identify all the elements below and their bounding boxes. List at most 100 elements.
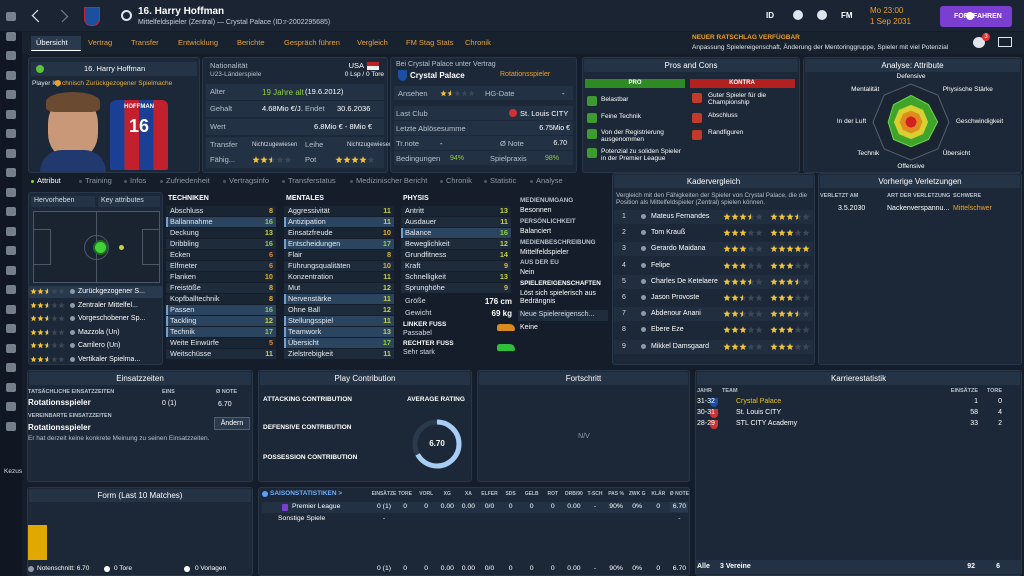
label: 7 xyxy=(622,310,626,318)
label: U23-Länderspiele xyxy=(210,71,262,78)
attribute-value: 17 xyxy=(382,338,391,347)
radar-axis-label: In der Luft xyxy=(836,118,867,125)
radar-axis-label: Mentalität xyxy=(851,86,880,94)
attribute-value: 12 xyxy=(382,305,391,314)
dropdown-label[interactable]: Neue Spielereigensch... xyxy=(520,311,595,318)
header-icon xyxy=(817,10,827,20)
tab[interactable]: Training xyxy=(85,176,112,185)
radar-axis-label: Übersicht xyxy=(942,149,971,157)
stars-filled xyxy=(30,301,48,309)
star xyxy=(770,310,778,318)
nav-item[interactable]: Entwicklung xyxy=(178,38,219,47)
nav-item[interactable]: Vergleich xyxy=(357,38,388,47)
star xyxy=(786,229,794,237)
label: KLÄR xyxy=(651,491,666,497)
continue-button[interactable] xyxy=(940,6,1012,27)
star xyxy=(343,156,351,163)
dropdown-label[interactable]: Hervorheben xyxy=(34,197,75,204)
tab-dot xyxy=(440,180,443,183)
label: 6.70 xyxy=(429,439,445,448)
nav-item[interactable]: Gespräch führen xyxy=(284,38,340,47)
label: 16 xyxy=(128,116,150,136)
player-icon xyxy=(641,311,646,317)
panel-title: Einsatzzeiten xyxy=(116,374,164,383)
header-icon xyxy=(793,10,803,20)
stars-filled xyxy=(723,278,751,286)
panel-header xyxy=(29,372,251,385)
star-rating xyxy=(723,261,763,270)
nav-item[interactable]: Vertrag xyxy=(88,38,113,47)
tab[interactable]: Statistic xyxy=(490,176,517,185)
star xyxy=(30,355,37,362)
tab[interactable]: Analyse xyxy=(536,176,563,185)
change-button[interactable] xyxy=(214,417,250,430)
nav-item[interactable]: Chronik xyxy=(465,38,491,47)
label: 4 xyxy=(998,409,1002,416)
panel-header xyxy=(584,59,798,72)
attribute-row xyxy=(284,272,394,282)
tab[interactable]: Infos xyxy=(130,176,147,185)
role-icon xyxy=(70,316,75,321)
label: Guter Spieler für die Championship xyxy=(708,92,767,107)
label: Tackling xyxy=(170,316,197,325)
squad-row xyxy=(614,210,813,224)
star-rating xyxy=(723,245,763,253)
label: TORE xyxy=(398,491,412,497)
label: 0/0 xyxy=(484,565,495,572)
tab[interactable]: Chronik xyxy=(446,176,472,185)
pro-icon xyxy=(587,113,597,123)
info-row xyxy=(394,106,573,120)
tab[interactable]: Medizinischer Bericht xyxy=(356,176,428,185)
label: HG-Date xyxy=(485,89,515,98)
status-icon xyxy=(36,65,44,73)
nav-item[interactable]: FM Stag Stats xyxy=(406,38,454,47)
nav-item[interactable]: Transfer xyxy=(131,38,159,47)
rating-icon xyxy=(28,566,34,572)
stars xyxy=(770,342,794,350)
label: 0 Vorlagen xyxy=(195,565,227,572)
star xyxy=(58,342,65,349)
star xyxy=(252,156,260,163)
label: Endet xyxy=(305,104,325,113)
label: 0 xyxy=(424,565,429,572)
label: Spielpraxis xyxy=(490,154,527,163)
change-label[interactable]: Ändern xyxy=(220,420,244,427)
label: JAHR xyxy=(697,388,712,394)
star xyxy=(755,213,763,220)
star xyxy=(778,326,786,334)
continue-label[interactable]: FORTFAHREN xyxy=(954,13,1002,20)
tab[interactable]: Vertragsinfo xyxy=(229,176,270,185)
star-rating xyxy=(723,310,763,318)
attribute-row xyxy=(401,250,511,260)
tab[interactable]: Attribut xyxy=(37,176,61,185)
star xyxy=(723,278,731,285)
label: Balance xyxy=(405,228,432,237)
stars xyxy=(30,301,48,308)
label: SPIELEREIGENSCHAFTEN xyxy=(520,280,601,287)
label: 30-31 xyxy=(697,409,715,416)
star xyxy=(260,156,268,163)
nav-item[interactable]: Berichte xyxy=(237,38,265,47)
sidebar xyxy=(0,31,22,576)
nav-item[interactable]: Übersicht xyxy=(36,38,68,47)
star xyxy=(30,342,37,349)
dropdown-label[interactable]: Key attributes xyxy=(101,197,144,204)
label: 6.70 xyxy=(672,565,687,572)
star xyxy=(786,245,794,253)
star xyxy=(770,245,778,253)
info-row xyxy=(394,136,573,150)
star xyxy=(794,245,802,253)
label: Vorgeschobener Sp... xyxy=(78,315,146,322)
season-link[interactable]: SAISONSTATISTIKEN > xyxy=(270,490,343,497)
tab[interactable]: Zufriedenheit xyxy=(166,176,210,185)
staff-icon xyxy=(973,37,985,48)
tab[interactable]: Transferstatus xyxy=(288,176,336,185)
label: 90% xyxy=(609,565,623,572)
attribute-row xyxy=(284,338,394,348)
label: 90% xyxy=(609,503,623,510)
label: Ansehen xyxy=(398,89,428,98)
search-icon[interactable] xyxy=(121,10,132,21)
star xyxy=(794,294,802,301)
label: - xyxy=(678,515,681,522)
attribute-value: 11 xyxy=(500,217,508,226)
